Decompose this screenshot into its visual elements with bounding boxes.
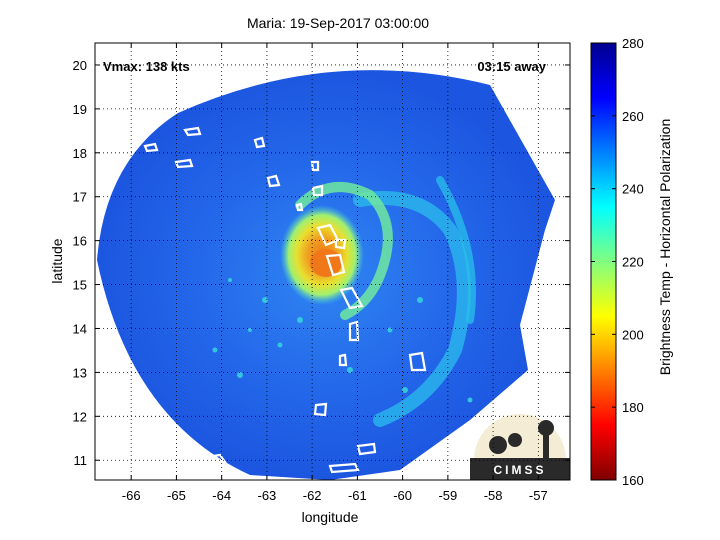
y-tick-label: 13 (73, 365, 87, 380)
inner-spiral-arm (295, 182, 393, 320)
vmax-annotation: Vmax: 138 kts (103, 59, 190, 74)
cimss-logo: CIMSS (470, 414, 570, 480)
y-axis-label: latitude (49, 238, 65, 283)
colorbar-tick-label: 180 (622, 400, 644, 415)
chart-title: Maria: 19-Sep-2017 03:00:00 (247, 15, 429, 31)
y-tick-label: 18 (73, 146, 87, 161)
y-tick-label: 16 (73, 234, 87, 249)
grid (95, 43, 570, 480)
y-tick-label: 20 (73, 58, 87, 73)
colorbar-tick-label: 160 (622, 473, 644, 488)
x-axis-label: longitude (302, 509, 359, 525)
x-tick-label: -60 (393, 488, 412, 503)
y-tick-label: 19 (73, 102, 87, 117)
time-away-annotation: 03:15 away (477, 59, 546, 74)
coastlines (95, 126, 427, 479)
colorbar-ticks: 160 180 200 220 240 260 280 (591, 36, 644, 488)
outer-rainband (353, 191, 471, 427)
convective-cells (212, 278, 473, 403)
x-tick-label: -66 (122, 488, 141, 503)
x-axis-ticks: -66 -65 -64 -63 -62 -61 -60 -59 -58 -57 (122, 43, 548, 503)
y-tick-label: 17 (73, 190, 87, 205)
y-tick-label: 14 (73, 321, 87, 336)
colorbar-tick-label: 280 (622, 36, 644, 51)
colorbar-tick-label: 260 (622, 109, 644, 124)
microwave-imagery: CIMSS (95, 70, 570, 480)
y-tick-label: 11 (74, 453, 88, 468)
colorbar-tick-label: 220 (622, 255, 644, 270)
y-tick-label: 12 (73, 409, 87, 424)
x-tick-label: -58 (484, 488, 503, 503)
x-tick-label: -62 (303, 488, 322, 503)
plot-frame (94, 42, 571, 481)
y-tick-label: 15 (73, 278, 87, 293)
x-tick-label: -63 (258, 488, 277, 503)
colorbar-tick-label: 240 (622, 182, 644, 197)
colorbar-label: Brightness Temp - Horizontal Polarizatio… (657, 119, 673, 376)
colorbar-tick-label: 200 (622, 327, 644, 342)
x-tick-label: -59 (438, 488, 457, 503)
x-tick-label: -64 (212, 488, 231, 503)
outer-rainband-east (436, 176, 476, 324)
x-tick-label: -57 (529, 488, 548, 503)
y-axis-ticks: 11 12 13 14 15 16 17 18 19 20 (73, 58, 570, 468)
logo-text: CIMSS (493, 463, 546, 477)
x-tick-label: -65 (167, 488, 186, 503)
x-tick-label: -61 (348, 488, 367, 503)
